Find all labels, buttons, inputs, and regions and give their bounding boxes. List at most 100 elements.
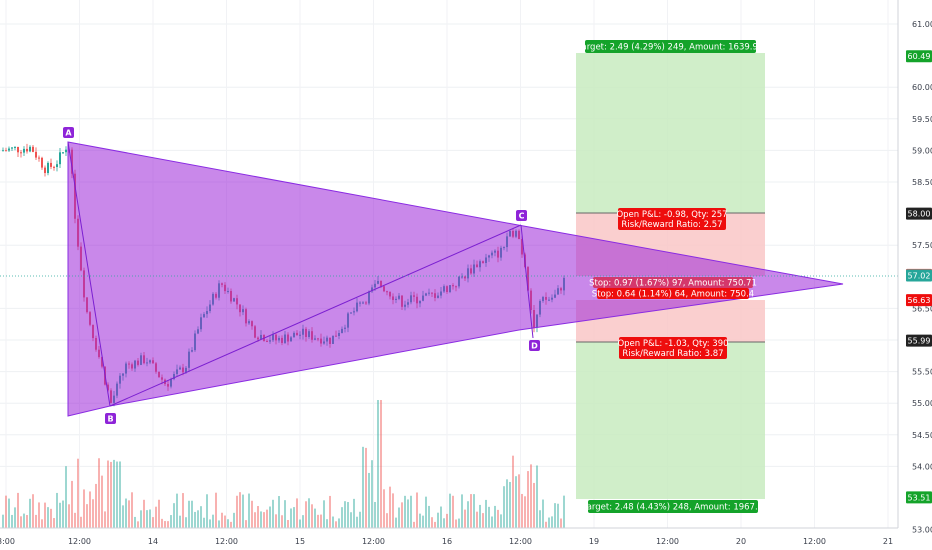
short-profit-zone[interactable]: [576, 53, 765, 213]
candle-body: [2, 150, 4, 152]
volume-bar: [395, 517, 397, 528]
volume-bar: [548, 517, 550, 528]
candle-body: [53, 166, 55, 168]
price-tag-target-top: 60.49: [906, 50, 932, 63]
volume-bar: [404, 495, 406, 528]
price-tick-label: 59.00: [912, 146, 932, 155]
point-b-label[interactable]: B: [105, 413, 116, 424]
candle-body: [41, 157, 43, 168]
volume-bar: [539, 510, 541, 528]
volume-bar: [74, 512, 76, 528]
volume-bar: [443, 518, 445, 528]
volume-bar: [125, 498, 127, 528]
point-a-label[interactable]: A: [63, 127, 74, 138]
volume-bar: [452, 495, 454, 528]
volume-bar: [68, 504, 70, 528]
volume-bar: [2, 514, 4, 528]
target-top-label[interactable]: Target: 2.49 (4.29%) 249, Amount: 1639.9…: [577, 40, 764, 53]
time-tick-label: 12:00: [509, 537, 532, 546]
volume-bar: [188, 500, 190, 528]
volume-bar: [296, 498, 298, 528]
svg-text:58.00: 58.00: [908, 210, 931, 219]
volume-bar: [236, 495, 238, 528]
volume-bar: [551, 516, 553, 528]
svg-text:60.49: 60.49: [908, 52, 931, 61]
price-tick-label: 54.00: [912, 462, 932, 471]
volume-bar: [86, 504, 88, 528]
volume-bar: [380, 400, 382, 528]
volume-bar: [362, 446, 364, 528]
volume-bar: [383, 489, 385, 528]
candle-body: [35, 151, 37, 158]
time-tick-label: 20: [736, 537, 746, 546]
volume-bar: [275, 514, 277, 528]
point-d-label[interactable]: D: [529, 340, 540, 351]
volume-bar: [470, 494, 472, 528]
price-tick-label: 55.50: [912, 368, 932, 377]
volume-bar: [257, 506, 259, 528]
stop-label-1[interactable]: Stop: 0.97 (1.67%) 97, Amount: 750.71: [589, 277, 757, 289]
volume-bar: [272, 499, 274, 528]
time-axis[interactable]: 3:00 12:00 14 12:00 15 12:00 16 12:00 19 12:00 20 1…: [0, 527, 898, 550]
long-profit-zone[interactable]: [576, 342, 765, 499]
volume-bar: [557, 503, 559, 528]
volume-bar: [350, 512, 352, 528]
volume-bar: [218, 520, 220, 528]
volume-bar: [59, 502, 61, 528]
volume-bar: [284, 500, 286, 528]
candle-body: [47, 162, 49, 174]
volume-bar: [26, 515, 28, 528]
price-tick-label: 55.00: [912, 399, 932, 408]
volume-bar: [35, 514, 37, 528]
svg-text:56.63: 56.63: [908, 296, 931, 305]
time-tick-label: 12:00: [803, 537, 826, 546]
volume-bar: [119, 461, 121, 528]
volume-bar: [317, 514, 319, 528]
volume-bar: [32, 494, 34, 528]
volume-bar: [38, 502, 40, 528]
time-tick-label: 16: [442, 537, 452, 546]
volume-bars: [2, 400, 565, 528]
candle-body: [5, 150, 7, 152]
volume-bar: [527, 471, 529, 528]
volume-bar: [326, 519, 328, 528]
volume-bar: [509, 481, 511, 528]
stop-label-2[interactable]: Stop: 0.64 (1.14%) 64, Amount: 750.4: [592, 288, 754, 300]
volume-bar: [287, 519, 289, 528]
volume-bar: [554, 503, 556, 528]
volume-bar: [254, 512, 256, 528]
volume-bar: [428, 505, 430, 528]
time-tick-label: 12:00: [656, 537, 679, 546]
time-tick-label: 12:00: [362, 537, 385, 546]
volume-bar: [488, 506, 490, 528]
volume-bar: [419, 513, 421, 528]
volume-bar: [239, 492, 241, 528]
volume-bar: [440, 506, 442, 528]
price-axis[interactable]: 61.0060.0059.5059.0058.5057.5056.5056.00…: [897, 0, 932, 550]
candle-body: [38, 157, 40, 159]
long-pl-label[interactable]: Open P&L: -1.03, Qty: 390 Risk/Reward Ra…: [617, 337, 729, 359]
price-tag-entry-short: 58.00: [906, 207, 932, 220]
target-bottom-label[interactable]: Target: 2.48 (4.43%) 248, Amount: 1967.2: [582, 500, 763, 513]
volume-bar: [530, 464, 532, 528]
volume-bar: [89, 491, 91, 528]
volume-bar: [227, 519, 229, 528]
volume-bar: [41, 519, 43, 528]
triangle-pattern[interactable]: [67, 141, 844, 417]
volume-bar: [392, 493, 394, 528]
short-pl-label[interactable]: Open P&L: -0.98, Qty: 257 Risk/Reward Ra…: [616, 208, 728, 230]
volume-bar: [143, 499, 145, 528]
volume-bar: [62, 500, 64, 528]
volume-bar: [329, 495, 331, 528]
volume-bar: [113, 459, 115, 528]
point-c-label[interactable]: C: [516, 210, 527, 221]
candle-body: [62, 152, 64, 154]
volume-bar: [17, 492, 19, 528]
volume-bar: [182, 493, 184, 528]
candle-body: [29, 146, 31, 152]
svg-text:Stop: 0.64 (1.14%) 64, Amount:: Stop: 0.64 (1.14%) 64, Amount: 750.4: [592, 290, 754, 300]
volume-bar: [473, 494, 475, 528]
volume-bar: [434, 521, 436, 528]
volume-bar: [449, 493, 451, 528]
